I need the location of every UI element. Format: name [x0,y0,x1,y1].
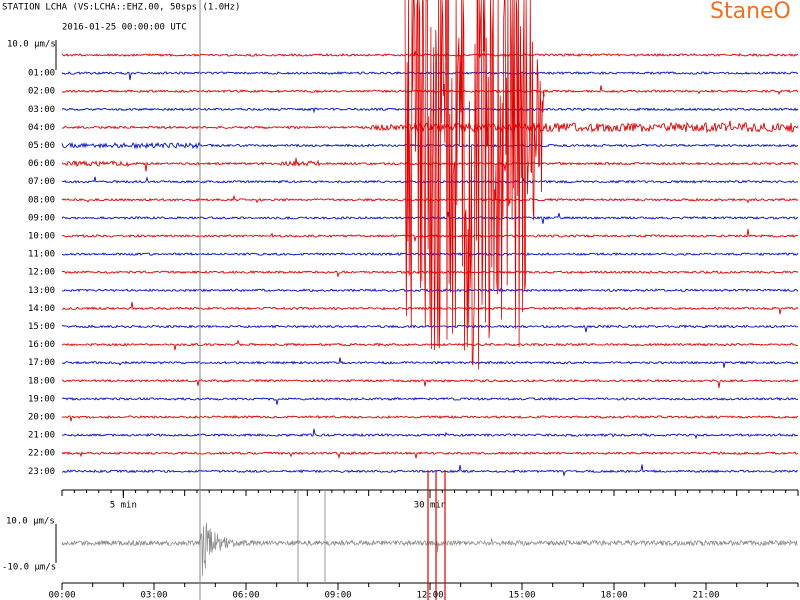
x-tick-label: 00:00 [48,591,75,600]
row-label: 22:00 [28,449,55,459]
row-label: 08:00 [28,195,55,205]
trace [61,211,799,224]
trace [61,71,799,81]
trace [61,357,799,368]
row-label: 04:00 [28,123,55,133]
trace [61,229,799,242]
x-tick-label: 03:00 [140,591,167,600]
trace [61,141,799,150]
trace [61,157,799,172]
trace [61,107,799,114]
row-label: 18:00 [28,376,55,386]
trace [61,194,799,204]
x-tick-label: 09:00 [324,591,351,600]
x-tick-label: 06:00 [232,591,259,600]
logo: StaneO [710,0,791,24]
row-label: 15:00 [28,322,55,332]
row-label: 19:00 [28,394,55,404]
trace [61,176,799,184]
trace [61,464,799,477]
row-label: 03:00 [28,105,55,115]
row-label: 20:00 [28,413,55,423]
row-label: 14:00 [28,304,55,314]
scale-label: 10.0 µm/s [7,40,56,50]
overview-trace [61,522,798,576]
minute-label: 5 min [110,501,137,511]
row-label: 17:00 [28,358,55,368]
row-label: 06:00 [28,159,55,169]
row-label: 12:00 [28,268,55,278]
x-tick-label: 18:00 [600,591,627,600]
start-time: 2016-01-25 00:00:00 UTC [62,23,187,33]
trace [61,324,799,333]
row-label: 11:00 [28,250,55,260]
trace [61,339,799,351]
minute-label: 30 min [414,501,447,511]
trace [62,428,799,440]
event [404,0,545,370]
trace [61,414,799,422]
overview-top-label: 10.0 µm/s [6,517,55,527]
row-label: 02:00 [28,87,55,97]
row-label: 01:00 [28,69,55,79]
row-label: 10:00 [28,232,55,242]
row-label: 09:00 [28,213,55,223]
row-label: 16:00 [28,340,55,350]
x-tick-label: 21:00 [692,591,719,600]
trace [61,120,799,134]
row-label: 23:00 [28,467,55,477]
trace [61,396,799,405]
row-label: 07:00 [28,177,55,187]
trace [61,50,799,58]
row-label: 05:00 [28,141,55,151]
trace [61,378,799,388]
trace [61,85,799,96]
x-tick-label: 15:00 [508,591,535,600]
overview-bottom-label: -10.0 µm/s [2,563,56,573]
row-label: 21:00 [28,431,55,441]
station-title: STATION LCHA (VS:LCHA::EHZ.00, 50sps (1.… [2,3,240,13]
trace [61,451,799,460]
x-tick-label: 12:00 [416,591,443,600]
row-label: 13:00 [28,286,55,296]
